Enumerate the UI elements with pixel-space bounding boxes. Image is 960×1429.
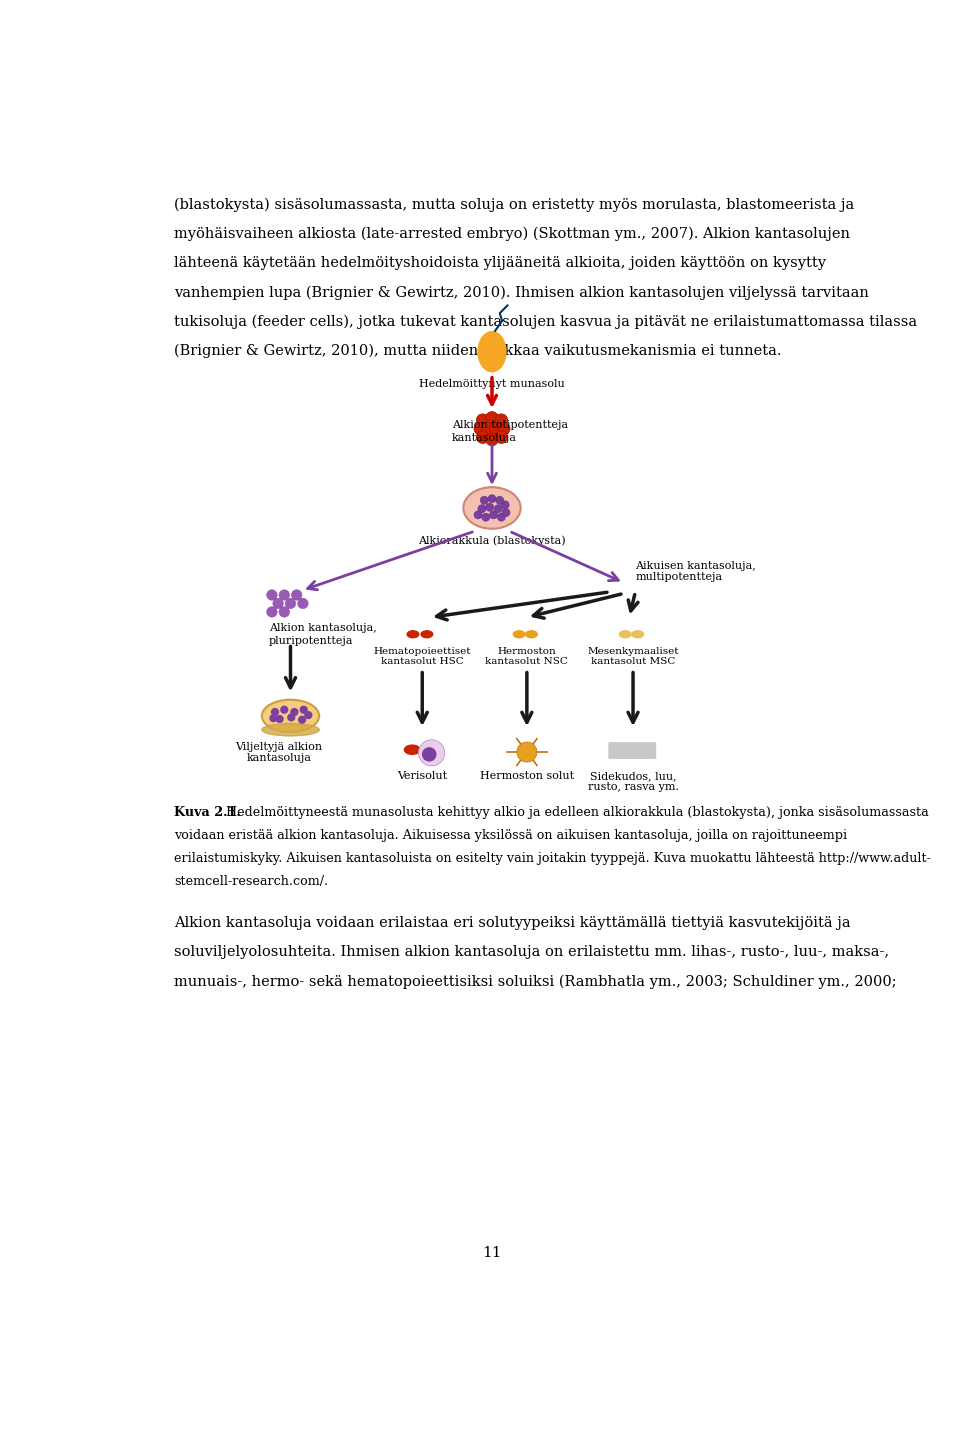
Circle shape (495, 414, 508, 426)
Circle shape (502, 509, 510, 517)
Text: pluripotentteja: pluripotentteja (269, 636, 353, 646)
Text: (blastokysta) sisäsolumassasta, mutta soluja on eristetty myös morulasta, blasto: (blastokysta) sisäsolumassasta, mutta so… (175, 197, 854, 211)
Text: Aikuisen kantasoluja,: Aikuisen kantasoluja, (636, 562, 756, 572)
Circle shape (281, 706, 288, 713)
Ellipse shape (407, 630, 419, 637)
FancyBboxPatch shape (609, 750, 656, 759)
Text: (Brignier & Gewirtz, 2010), mutta niiden tarkkaa vaikutusmekanismia ei tunneta.: (Brignier & Gewirtz, 2010), mutta niiden… (175, 344, 781, 359)
Text: Viljeltyjä alkion: Viljeltyjä alkion (235, 742, 323, 752)
Text: kantasolut HSC: kantasolut HSC (381, 657, 464, 666)
Text: Verisolut: Verisolut (397, 772, 447, 782)
Text: soluviljelyolosuhteita. Ihmisen alkion kantasoluja on erilaistettu mm. lihas-, r: soluviljelyolosuhteita. Ihmisen alkion k… (175, 946, 889, 959)
Circle shape (422, 747, 436, 760)
Ellipse shape (526, 630, 538, 637)
Text: munuais-, hermo- sekä hematopoieettisiksi soluiksi (Rambhatla ym., 2003; Schuldi: munuais-, hermo- sekä hematopoieettisiks… (175, 975, 897, 989)
Circle shape (299, 716, 305, 723)
Text: Hedelmöittynyt munasolu: Hedelmöittynyt munasolu (420, 379, 564, 389)
Circle shape (516, 742, 537, 762)
Text: Alkion kantasoluja,: Alkion kantasoluja, (269, 623, 376, 633)
Text: Hermoston: Hermoston (497, 646, 556, 656)
Circle shape (285, 599, 296, 609)
Text: vanhempien lupa (Brignier & Gewirtz, 2010). Ihmisen alkion kantasolujen viljelys: vanhempien lupa (Brignier & Gewirtz, 201… (175, 286, 869, 300)
Circle shape (276, 716, 283, 722)
Text: Kuva 2.1.: Kuva 2.1. (175, 806, 241, 819)
Circle shape (476, 414, 489, 426)
Circle shape (288, 714, 295, 720)
Ellipse shape (404, 745, 420, 755)
Ellipse shape (464, 487, 520, 529)
Circle shape (474, 423, 487, 434)
Text: Alkion kantasoluja voidaan erilaistaa eri solutyypeiksi käyttämällä tiettyiä kas: Alkion kantasoluja voidaan erilaistaa er… (175, 916, 851, 930)
Ellipse shape (619, 630, 631, 637)
Text: Hedelmöittyneestä munasolusta kehittyy alkio ja edelleen alkiorakkula (blastokys: Hedelmöittyneestä munasolusta kehittyy a… (223, 806, 929, 819)
Text: kantasoluja: kantasoluja (247, 753, 311, 763)
Circle shape (501, 500, 510, 509)
Circle shape (298, 599, 308, 609)
Circle shape (482, 423, 494, 434)
Circle shape (488, 494, 496, 503)
Circle shape (490, 510, 497, 519)
Text: Alkiorakkula (blastokysta): Alkiorakkula (blastokysta) (419, 536, 565, 546)
Circle shape (495, 496, 504, 504)
Circle shape (267, 607, 277, 617)
Circle shape (486, 433, 498, 446)
Text: Sidekudos, luu,: Sidekudos, luu, (589, 772, 677, 782)
Circle shape (486, 503, 493, 512)
Text: stemcell-research.com/.: stemcell-research.com/. (175, 875, 328, 889)
Circle shape (270, 714, 276, 722)
Circle shape (497, 423, 510, 434)
Ellipse shape (421, 630, 433, 637)
Text: kantasoluja: kantasoluja (452, 433, 516, 443)
Circle shape (497, 513, 505, 522)
Circle shape (291, 709, 298, 716)
Circle shape (272, 709, 278, 716)
Text: kantasolut NSC: kantasolut NSC (486, 657, 568, 666)
Ellipse shape (478, 332, 506, 372)
Text: multipotentteja: multipotentteja (636, 572, 723, 582)
Text: Alkion totipotentteja: Alkion totipotentteja (452, 420, 567, 430)
Text: rusto, rasva ym.: rusto, rasva ym. (588, 782, 679, 792)
FancyBboxPatch shape (609, 743, 656, 750)
Circle shape (478, 504, 486, 513)
Circle shape (300, 706, 307, 713)
Text: tukisoluja (feeder cells), jotka tukevat kantasolujen kasvua ja pitävät ne erila: tukisoluja (feeder cells), jotka tukevat… (175, 314, 918, 329)
Circle shape (279, 607, 290, 617)
Text: kantasolut MSC: kantasolut MSC (590, 657, 675, 666)
Ellipse shape (262, 700, 319, 732)
Circle shape (476, 430, 489, 443)
Text: Hematopoieettiset: Hematopoieettiset (373, 646, 471, 656)
Text: 11: 11 (482, 1246, 502, 1259)
Text: erilaistumiskyky. Aikuisen kantasoluista on esitelty vain joitakin tyyppejä. Kuv: erilaistumiskyky. Aikuisen kantasoluista… (175, 852, 931, 865)
Text: Hermoston solut: Hermoston solut (480, 772, 574, 782)
Circle shape (486, 412, 498, 424)
Circle shape (419, 740, 444, 766)
Circle shape (267, 590, 277, 600)
Ellipse shape (632, 630, 643, 637)
Circle shape (305, 712, 312, 719)
Text: myöhäisvaiheen alkiosta (late-arrested embryo) (Skottman ym., 2007). Alkion kant: myöhäisvaiheen alkiosta (late-arrested e… (175, 227, 851, 242)
Circle shape (495, 430, 508, 443)
Circle shape (474, 510, 482, 519)
Circle shape (292, 590, 302, 600)
Circle shape (279, 590, 290, 600)
Circle shape (494, 504, 502, 513)
Ellipse shape (514, 630, 525, 637)
Circle shape (490, 423, 502, 434)
Circle shape (273, 599, 283, 609)
Circle shape (480, 496, 489, 504)
Text: voidaan eristää alkion kantasoluja. Aikuisessa yksilössä on aikuisen kantasoluja: voidaan eristää alkion kantasoluja. Aiku… (175, 829, 848, 842)
Text: Mesenkymaaliset: Mesenkymaaliset (588, 646, 679, 656)
Ellipse shape (262, 723, 319, 736)
Text: lähteenä käytetään hedelmöityshoidoista ylijääneitä alkioita, joiden käyttöön on: lähteenä käytetään hedelmöityshoidoista … (175, 256, 827, 270)
Circle shape (482, 513, 490, 522)
